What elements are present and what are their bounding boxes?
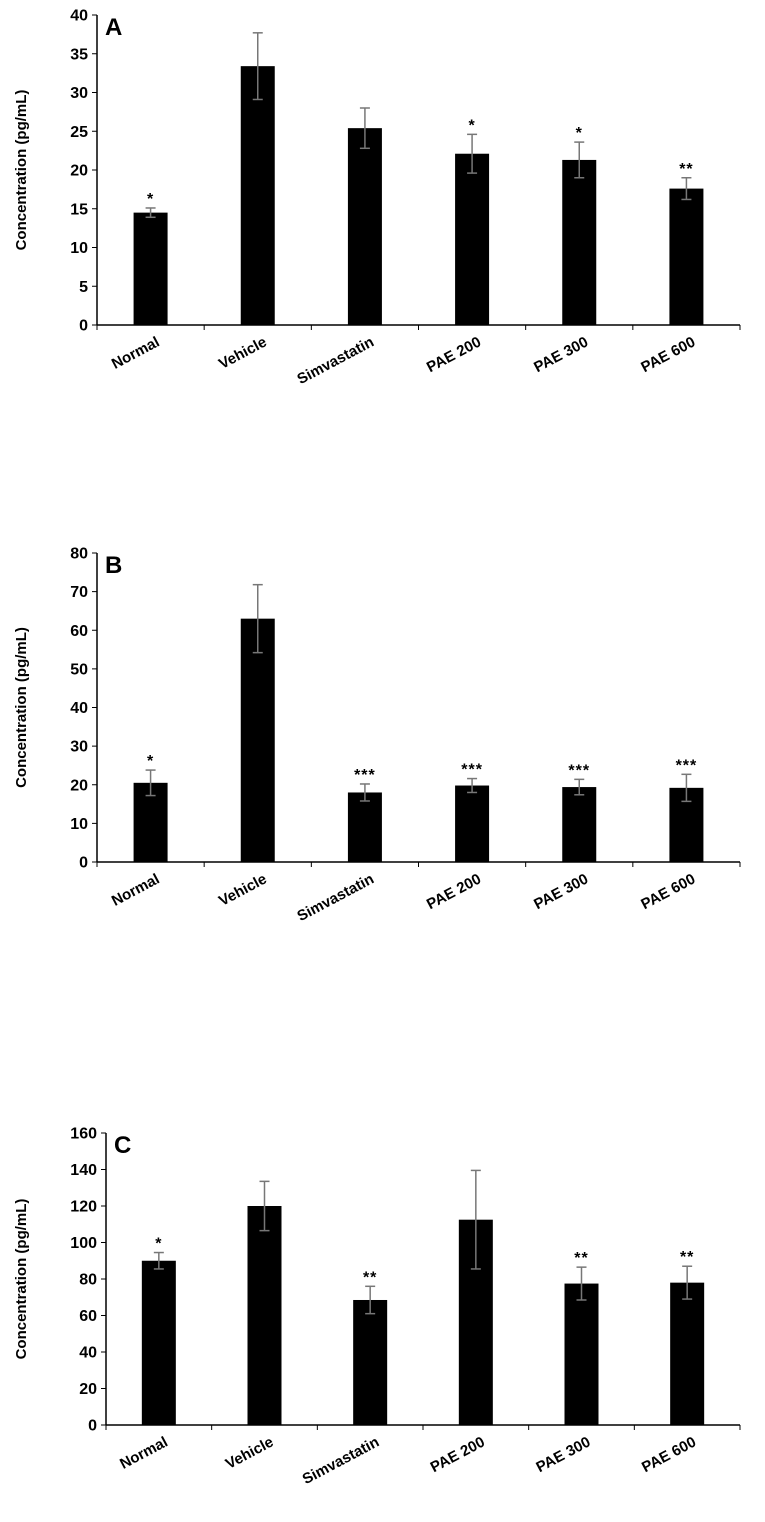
x-category-label: Simvastatin (300, 1434, 382, 1489)
x-category-label: PAE 200 (428, 1434, 488, 1477)
y-tick-label: 40 (70, 700, 88, 717)
significance-marker: * (576, 125, 583, 142)
significance-marker: ** (363, 1269, 377, 1286)
y-tick-label: 15 (70, 201, 88, 218)
y-tick-label: 40 (79, 1345, 97, 1362)
y-tick-label: 25 (70, 124, 88, 141)
significance-marker: * (468, 117, 475, 134)
y-tick-label: 40 (70, 8, 88, 25)
x-category-label: PAE 600 (639, 1434, 699, 1477)
significance-marker: *** (568, 762, 590, 779)
y-tick-label: 35 (70, 46, 88, 63)
bar-pae-200 (455, 153, 490, 325)
x-category-label: PAE 300 (531, 871, 591, 914)
y-tick-label: 160 (70, 1126, 97, 1143)
bar-vehicle (247, 1206, 282, 1425)
x-category-label: PAE 600 (638, 334, 698, 377)
x-category-label: PAE 200 (424, 871, 484, 914)
y-tick-label: 30 (70, 739, 88, 756)
significance-marker: ** (574, 1250, 588, 1267)
bar-vehicle (240, 618, 275, 862)
significance-marker: *** (676, 757, 698, 774)
x-category-label: Simvastatin (294, 334, 376, 389)
y-tick-label: 0 (79, 855, 88, 872)
bar-pae-300 (564, 1283, 599, 1425)
x-category-label: PAE 200 (424, 334, 484, 377)
bar-normal (141, 1260, 176, 1425)
y-tick-label: 20 (79, 1381, 97, 1398)
y-tick-label: 120 (70, 1199, 97, 1216)
bar-simvastatin (353, 1299, 388, 1425)
y-tick-label: 20 (70, 777, 88, 794)
significance-marker: ** (680, 1249, 694, 1266)
y-tick-label: 20 (70, 163, 88, 180)
x-category-label: Vehicle (216, 334, 270, 373)
bar-simvastatin (347, 128, 382, 325)
y-axis-label: Concentration (pg/mL) (13, 627, 30, 788)
y-tick-label: 50 (70, 661, 88, 678)
y-tick-label: 80 (70, 546, 88, 563)
panel-label: B (105, 552, 122, 579)
bar-simvastatin (347, 792, 382, 862)
significance-marker: * (155, 1236, 162, 1253)
bar-pae-300 (562, 159, 597, 325)
x-category-label: Normal (109, 334, 163, 373)
bar-normal (133, 212, 168, 325)
bar-pae-600 (670, 1282, 705, 1425)
y-tick-label: 60 (70, 623, 88, 640)
panel-label: A (105, 14, 122, 41)
x-category-label: Vehicle (223, 1434, 277, 1473)
y-axis-label: Concentration (pg/mL) (13, 1199, 30, 1360)
panel-label: C (114, 1132, 131, 1159)
chart-panel-c: 0 20 40 60 80 100 120 140 160 Concentration (pg/m… (13, 1126, 741, 1489)
x-category-label: PAE 300 (531, 334, 591, 377)
y-tick-label: 10 (70, 240, 88, 257)
x-category-label: PAE 600 (638, 871, 698, 914)
chart-panel-b: 0 10 20 30 40 50 60 70 80 Concentration (pg/mL) B *… (13, 546, 741, 926)
y-tick-label: 30 (70, 85, 88, 102)
y-tick-label: 0 (79, 318, 88, 335)
x-category-label: Simvastatin (294, 871, 376, 926)
y-tick-label: 0 (88, 1418, 97, 1435)
y-axis-label: Concentration (pg/mL) (13, 90, 30, 251)
y-tick-label: 140 (70, 1162, 97, 1179)
x-category-label: Normal (117, 1434, 171, 1473)
bar-pae-300 (562, 787, 597, 862)
y-tick-label: 5 (79, 279, 88, 296)
y-tick-label: 70 (70, 584, 88, 601)
significance-marker: * (147, 191, 154, 208)
significance-marker: ** (679, 161, 693, 178)
bar-pae-600 (669, 188, 704, 325)
significance-marker: * (147, 753, 154, 770)
significance-marker: *** (461, 762, 483, 779)
y-tick-label: 80 (79, 1272, 97, 1289)
x-category-label: Vehicle (216, 871, 270, 910)
bar-pae-200 (455, 785, 490, 862)
chart-panel-a: 0 5 10 15 20 25 30 35 40 Concentration (pg/mL) A * N… (13, 8, 741, 389)
y-tick-label: 10 (70, 816, 88, 833)
x-category-label: Normal (109, 871, 163, 910)
y-tick-label: 100 (70, 1235, 97, 1252)
y-tick-label: 60 (79, 1308, 97, 1325)
x-category-label: PAE 300 (533, 1434, 593, 1477)
bar-vehicle (240, 66, 275, 326)
significance-marker: *** (354, 767, 376, 784)
